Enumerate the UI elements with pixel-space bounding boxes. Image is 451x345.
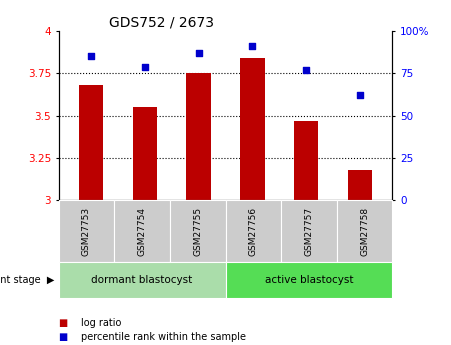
Text: log ratio: log ratio bbox=[81, 318, 122, 327]
Bar bbox=[133, 107, 157, 200]
Bar bbox=[294, 121, 318, 200]
Point bbox=[303, 67, 310, 73]
Text: GSM27756: GSM27756 bbox=[249, 207, 258, 256]
Text: GSM27753: GSM27753 bbox=[82, 207, 91, 256]
Text: GSM27755: GSM27755 bbox=[193, 207, 202, 256]
Text: GSM27754: GSM27754 bbox=[138, 207, 147, 256]
Bar bbox=[348, 170, 372, 200]
Bar bbox=[240, 58, 265, 200]
Point bbox=[87, 54, 95, 59]
Text: GSM27758: GSM27758 bbox=[360, 207, 369, 256]
Point bbox=[195, 50, 202, 56]
Text: development stage  ▶: development stage ▶ bbox=[0, 275, 54, 285]
Text: dormant blastocyst: dormant blastocyst bbox=[92, 275, 193, 285]
Point bbox=[141, 64, 148, 69]
Point bbox=[249, 43, 256, 49]
Text: ■: ■ bbox=[59, 318, 68, 327]
Text: ■: ■ bbox=[59, 333, 68, 342]
Bar bbox=[79, 85, 103, 200]
Bar bbox=[186, 73, 211, 200]
Text: GDS752 / 2673: GDS752 / 2673 bbox=[109, 16, 214, 30]
Point bbox=[356, 92, 364, 98]
Text: GSM27757: GSM27757 bbox=[304, 207, 313, 256]
Text: percentile rank within the sample: percentile rank within the sample bbox=[81, 333, 246, 342]
Text: active blastocyst: active blastocyst bbox=[265, 275, 353, 285]
